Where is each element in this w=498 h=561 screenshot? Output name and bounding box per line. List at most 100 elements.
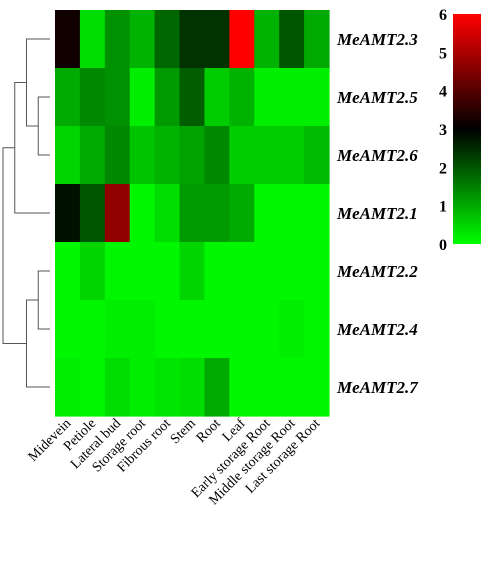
scale-tick-label: 6	[439, 7, 447, 24]
dendrogram-branch	[37, 96, 50, 156]
heatmap-cell	[129, 10, 156, 69]
row-label-meamt2-2: MeAMT2.2	[336, 262, 418, 281]
heatmap-cell	[304, 300, 330, 359]
heatmap-cell	[229, 358, 255, 417]
heatmap-cell	[304, 184, 330, 243]
row-label-meamt2-5: MeAMT2.5	[336, 88, 418, 107]
heatmap-cell	[204, 68, 230, 127]
heatmap-cell	[179, 68, 206, 127]
heatmap-cell	[279, 68, 305, 127]
heatmap-cell	[254, 10, 280, 69]
row-label-meamt2-7: MeAMT2.7	[336, 378, 419, 397]
heatmap-cell	[304, 10, 330, 69]
heatmap-cell	[129, 68, 156, 127]
heatmap-cell	[204, 300, 230, 359]
color-scale-labels: 0 1 2 3 4 5 6	[439, 7, 447, 254]
heatmap-cell	[79, 10, 106, 69]
heatmap-cell	[79, 68, 106, 127]
dendrogram-branch	[14, 82, 50, 214]
heatmap-cell	[55, 68, 81, 127]
heatmap-cell	[154, 242, 181, 301]
color-scale-bar	[453, 14, 481, 244]
heatmap-cell	[104, 242, 131, 301]
heatmap-cell	[179, 242, 206, 301]
heatmap-cell	[154, 358, 181, 417]
heatmap-cell	[104, 184, 131, 243]
heatmap-cell	[204, 242, 230, 301]
heatmap-cell	[104, 10, 131, 69]
heatmap-cell	[229, 300, 255, 359]
heatmap-cell	[79, 358, 106, 417]
heatmap-cell	[79, 242, 106, 301]
heatmap-cell	[154, 10, 181, 69]
scale-tick-label: 4	[439, 84, 447, 101]
heatmap-cell	[55, 242, 81, 301]
heatmap-cell	[55, 300, 81, 359]
scale-tick-label: 5	[439, 45, 447, 62]
heatmap-cell	[55, 184, 81, 243]
heatmap-cell	[179, 300, 206, 359]
heatmap-cell	[129, 184, 156, 243]
heatmap-cell	[254, 242, 280, 301]
heatmap-cell	[104, 126, 131, 185]
heatmap-cell	[179, 10, 206, 69]
row-label-meamt2-4: MeAMT2.4	[336, 320, 418, 339]
heatmap-cell	[55, 358, 81, 417]
heatmap-cell	[154, 300, 181, 359]
heatmap-cell	[254, 68, 280, 127]
heatmap-cell	[179, 126, 206, 185]
heatmap-cell	[179, 358, 206, 417]
heatmap-cell	[254, 126, 280, 185]
heatmap-cell	[254, 300, 280, 359]
heatmap-cell	[129, 358, 156, 417]
heatmap-cell	[79, 184, 106, 243]
row-labels: MeAMT2.3 MeAMT2.5 MeAMT2.6 MeAMT2.1 MeAMT2.2…	[336, 30, 419, 397]
heatmap-cell	[279, 358, 305, 417]
heatmap-cell	[279, 10, 305, 69]
heatmap-cell	[279, 184, 305, 243]
heatmap-cell	[229, 68, 255, 127]
heatmap-cell	[104, 68, 131, 127]
heatmap-cell	[129, 242, 156, 301]
heatmap-cell	[304, 68, 330, 127]
heatmap-cell	[254, 184, 280, 243]
heatmap-cell	[254, 358, 280, 417]
scale-tick-label: 3	[439, 122, 447, 139]
row-label-meamt2-6: MeAMT2.6	[336, 146, 418, 165]
row-label-meamt2-1: MeAMT2.1	[336, 204, 418, 223]
heatmap-cell	[229, 10, 255, 69]
heatmap-cells	[55, 10, 330, 417]
heatmap-cell	[204, 184, 230, 243]
heatmap-cell	[304, 358, 330, 417]
row-dendrogram	[2, 38, 50, 388]
scale-tick-label: 0	[439, 237, 447, 254]
heatmap-cell	[79, 300, 106, 359]
heatmap-cell	[129, 126, 156, 185]
heatmap-cell	[55, 126, 81, 185]
heatmap-cell	[229, 242, 255, 301]
heatmap-cell	[279, 300, 305, 359]
heatmap-cell	[129, 300, 156, 359]
dendrogram-branch	[37, 270, 50, 330]
col-label-root: Root	[194, 416, 224, 446]
heatmap-cell	[229, 126, 255, 185]
heatmap-cell	[204, 10, 230, 69]
heatmap-cell	[79, 126, 106, 185]
scale-tick-label: 2	[439, 160, 447, 177]
dendrogram-branch	[2, 147, 27, 344]
heatmap-cell	[154, 68, 181, 127]
heatmap-cell	[104, 300, 131, 359]
heatmap-cell	[304, 242, 330, 301]
heatmap-cell	[204, 358, 230, 417]
scale-tick-label: 1	[439, 199, 447, 216]
heatmap-cell	[104, 358, 131, 417]
heatmap-cell	[279, 242, 305, 301]
heatmap-cell	[304, 126, 330, 185]
heatmap-cell	[179, 184, 206, 243]
heatmap-cell	[279, 126, 305, 185]
heatmap-cell	[229, 184, 255, 243]
row-label-meamt2-3: MeAMT2.3	[336, 30, 418, 49]
col-label-stem: Stem	[168, 416, 199, 447]
